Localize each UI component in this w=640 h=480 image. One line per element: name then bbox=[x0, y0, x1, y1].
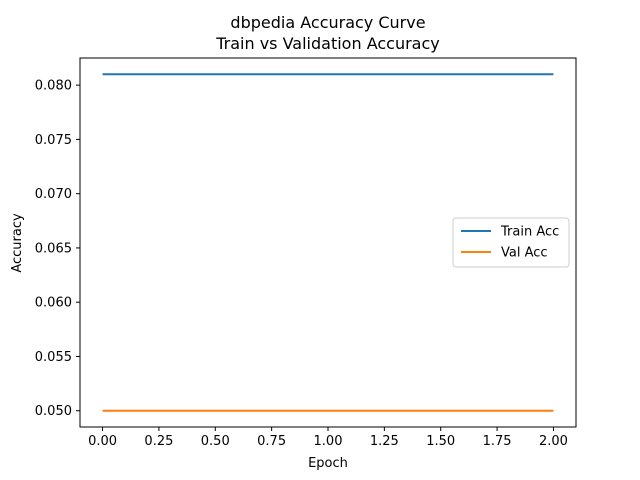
x-tick-label: 1.50 bbox=[426, 434, 455, 449]
x-tick-label: 2.00 bbox=[539, 434, 568, 449]
legend-label-train-acc: Train Acc bbox=[500, 225, 559, 240]
x-tick-label: 1.75 bbox=[483, 434, 512, 449]
y-axis-label: Accuracy bbox=[10, 213, 25, 273]
y-tick-label: 0.070 bbox=[35, 187, 72, 202]
x-tick-label: 0.25 bbox=[144, 434, 173, 449]
plot-area-frame bbox=[79, 57, 577, 428]
x-tick-label: 1.00 bbox=[314, 434, 343, 449]
legend: Train Acc Val Acc bbox=[452, 217, 570, 268]
x-tick-label: 0.50 bbox=[201, 434, 230, 449]
y-tick-label: 0.055 bbox=[35, 350, 72, 365]
plot-series-group bbox=[102, 73, 554, 412]
x-tick-label: 0.75 bbox=[257, 434, 286, 449]
y-tick-label: 0.050 bbox=[35, 404, 72, 419]
x-axis-ticks: 0.00 0.25 0.50 0.75 1.00 1.25 1.50 1.75 2.00 bbox=[88, 427, 568, 449]
x-tick-label: 0.00 bbox=[88, 434, 117, 449]
x-axis-label: Epoch bbox=[308, 456, 348, 471]
x-tick-label: 1.25 bbox=[370, 434, 399, 449]
legend-label-val-acc: Val Acc bbox=[501, 246, 548, 261]
chart-subtitle: Train vs Validation Accuracy bbox=[215, 34, 440, 53]
y-tick-label: 0.060 bbox=[35, 296, 72, 311]
y-tick-label: 0.065 bbox=[35, 241, 72, 256]
y-tick-label: 0.075 bbox=[35, 133, 72, 148]
y-tick-label: 0.080 bbox=[35, 79, 72, 94]
chart-title: dbpedia Accuracy Curve bbox=[230, 13, 425, 32]
y-axis-ticks: 0.050 0.055 0.060 0.065 0.070 0.075 0.080 bbox=[35, 79, 80, 419]
